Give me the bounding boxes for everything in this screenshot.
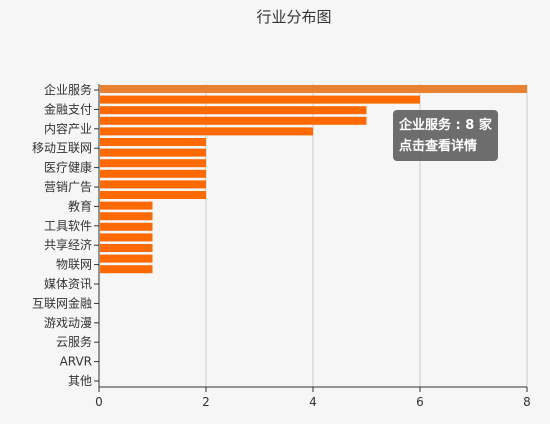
bar[interactable]: [100, 191, 206, 199]
chart-title: 行业分布图: [256, 8, 331, 26]
bar[interactable]: [100, 201, 153, 210]
bar[interactable]: [100, 265, 153, 274]
bar[interactable]: [100, 148, 206, 157]
x-tick-label: 4: [309, 395, 317, 409]
bars: [100, 85, 527, 274]
category-label: 金融支付: [44, 101, 92, 116]
bar[interactable]: [100, 95, 420, 104]
bar[interactable]: [100, 254, 153, 263]
category-label: 移动互联网: [32, 141, 92, 155]
x-tick-label: 0: [95, 395, 103, 409]
category-label: 物联网: [56, 258, 92, 272]
chart-tooltip[interactable]: 企业服务 : 8 家 点击查看详情: [393, 110, 498, 161]
category-label: 互联网金融: [32, 295, 92, 310]
category-label: 其他: [68, 374, 92, 388]
category-label: 游戏动漫: [44, 316, 92, 330]
category-label: 媒体资讯: [44, 277, 92, 291]
bar[interactable]: [100, 159, 206, 168]
category-label: 内容产业: [44, 121, 92, 136]
x-tick-label: 2: [202, 395, 210, 409]
category-label: 企业服务: [44, 82, 92, 97]
category-label: 云服务: [56, 334, 92, 349]
bar[interactable]: [100, 244, 153, 252]
axes: 0 2 4 6 8: [94, 84, 531, 409]
tooltip-value: 企业服务 : 8 家: [399, 118, 492, 133]
bar[interactable]: [100, 233, 153, 242]
category-label: ARVR: [60, 355, 92, 369]
bar[interactable]: [100, 106, 367, 115]
category-labels: 企业服务金融支付内容产业移动互联网医疗健康营销广告教育工具软件共享经济物联网媒体…: [32, 82, 92, 388]
bar[interactable]: [100, 222, 153, 231]
bar[interactable]: [100, 212, 153, 221]
category-label: 共享经济: [44, 237, 92, 252]
category-label: 医疗健康: [44, 160, 92, 175]
category-label: 工具软件: [44, 219, 92, 233]
x-tick-label: 8: [523, 395, 531, 409]
bar[interactable]: [100, 127, 313, 136]
category-label: 教育: [68, 198, 92, 213]
category-label: 营销广告: [44, 180, 92, 194]
tooltip-action: 点击查看详情: [399, 139, 478, 154]
bar[interactable]: [100, 85, 527, 93]
bar[interactable]: [100, 138, 206, 146]
x-tick-label: 6: [416, 395, 424, 409]
bar[interactable]: [100, 116, 367, 125]
bar[interactable]: [100, 169, 206, 178]
bar[interactable]: [100, 180, 206, 189]
